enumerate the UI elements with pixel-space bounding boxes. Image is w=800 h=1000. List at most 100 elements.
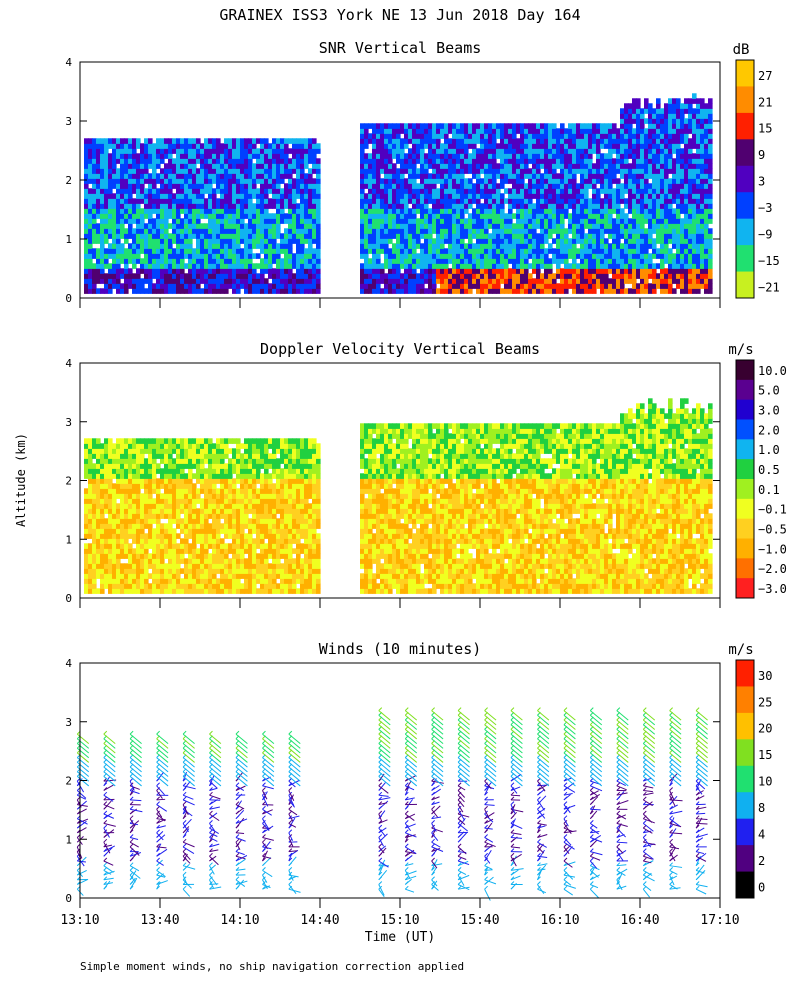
snr-cell <box>432 163 437 169</box>
snr-cell <box>444 153 449 159</box>
snr-cell <box>244 268 249 274</box>
snr-cell <box>588 228 593 234</box>
snr-cell <box>132 218 137 224</box>
snr-cell <box>696 173 701 179</box>
snr-cell <box>572 208 577 214</box>
snr-cell <box>488 233 493 239</box>
snr-cell <box>236 263 241 269</box>
snr-cell <box>688 203 693 209</box>
snr-cell <box>488 213 493 219</box>
snr-cell <box>648 133 653 139</box>
snr-cell <box>284 283 289 289</box>
snr-cell <box>124 273 129 279</box>
snr-cell <box>404 198 409 204</box>
snr-cell <box>532 248 537 254</box>
snr-cell <box>652 278 657 284</box>
doppler-cell <box>120 588 125 594</box>
snr-cell <box>412 248 417 254</box>
snr-cell <box>176 153 181 159</box>
snr-cell <box>140 148 145 154</box>
snr-cell <box>684 153 689 159</box>
snr-cell <box>496 263 501 269</box>
snr-cell <box>388 273 393 279</box>
snr-cell <box>396 153 401 159</box>
doppler-cell <box>88 438 93 444</box>
snr-cell <box>416 228 421 234</box>
snr-cell <box>496 163 501 169</box>
snr-cell <box>680 188 685 194</box>
snr-cell <box>460 138 465 144</box>
snr-cell <box>492 203 497 209</box>
snr-cell <box>168 233 173 239</box>
snr-cell <box>624 278 629 284</box>
snr-cell <box>560 208 565 214</box>
snr-cell <box>700 143 705 149</box>
snr-cell <box>312 248 317 254</box>
snr-cell <box>148 278 153 284</box>
snr-cell <box>500 248 505 254</box>
snr-cell <box>444 133 449 139</box>
doppler-cell <box>104 528 109 534</box>
snr-cell <box>672 198 677 204</box>
snr-cell <box>588 203 593 209</box>
snr-cell <box>296 163 301 169</box>
snr-cell <box>616 243 621 249</box>
snr-cell <box>704 103 709 109</box>
snr-cell <box>676 103 681 109</box>
snr-cell <box>208 198 213 204</box>
snr-cell <box>252 228 257 234</box>
snr-cell <box>264 218 269 224</box>
snr-cell <box>84 223 89 229</box>
snr-cell <box>656 233 661 239</box>
snr-cell <box>492 178 497 184</box>
snr-cell <box>600 163 605 169</box>
snr-cell <box>456 128 461 134</box>
snr-cell <box>692 138 697 144</box>
snr-cell <box>268 143 273 149</box>
snr-cell <box>456 193 461 199</box>
snr-cell <box>284 203 289 209</box>
snr-cell <box>684 233 689 239</box>
snr-cell <box>644 198 649 204</box>
snr-cell <box>572 248 577 254</box>
snr-cell <box>452 173 457 179</box>
snr-cell <box>372 188 377 194</box>
snr-cell <box>568 183 573 189</box>
snr-cell <box>256 138 261 144</box>
snr-cell <box>248 178 253 184</box>
snr-cell <box>240 213 245 219</box>
snr-cell <box>236 168 241 174</box>
snr-cell <box>172 253 177 259</box>
doppler-cell <box>108 488 113 494</box>
snr-cell <box>372 183 377 189</box>
snr-cell <box>448 153 453 159</box>
snr-cell <box>252 163 257 169</box>
snr-cell <box>156 163 161 169</box>
snr-cell <box>452 248 457 254</box>
snr-colorbar-swatch <box>736 245 754 272</box>
snr-cell <box>212 248 217 254</box>
snr-cell <box>164 168 169 174</box>
snr-cell <box>516 143 521 149</box>
snr-cell <box>460 213 465 219</box>
snr-cell <box>196 148 201 154</box>
snr-cell <box>396 188 401 194</box>
snr-cell <box>608 268 613 274</box>
snr-cell <box>656 283 661 289</box>
snr-cell <box>488 243 493 249</box>
snr-cell <box>484 193 489 199</box>
snr-cell <box>644 243 649 249</box>
snr-cell <box>264 268 269 274</box>
snr-cell <box>228 158 233 164</box>
snr-cell <box>284 248 289 254</box>
snr-cell <box>368 268 373 274</box>
doppler-cell <box>84 503 89 509</box>
snr-cell <box>128 283 133 289</box>
snr-cell <box>668 228 673 234</box>
snr-cell <box>204 168 209 174</box>
snr-cell <box>520 218 525 224</box>
snr-cell <box>676 113 681 119</box>
snr-cell <box>112 233 117 239</box>
snr-cell <box>252 168 257 174</box>
snr-cell <box>256 288 261 294</box>
